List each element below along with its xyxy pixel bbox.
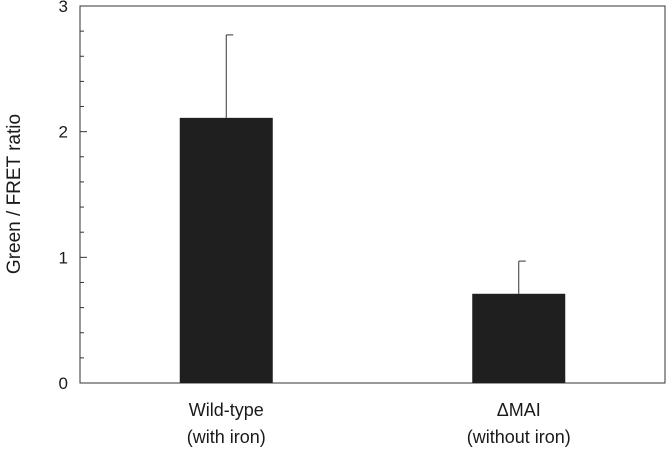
x-category-label: (without iron) — [467, 427, 571, 447]
x-category-label: Wild-type — [189, 400, 264, 420]
y-axis-title: Green / FRET ratio — [4, 114, 25, 274]
x-axis-category-labels: Wild-type (with iron) ΔMAI (without iron) — [187, 400, 571, 447]
bar — [472, 293, 566, 383]
bars — [179, 117, 566, 384]
bar — [179, 117, 273, 384]
y-tick-label: 2 — [59, 123, 68, 142]
y-tick-label: 0 — [59, 374, 68, 393]
error-bars — [225, 34, 526, 294]
y-axis-tick-labels: 0 1 2 3 — [59, 0, 68, 393]
x-category-label: ΔMAI — [497, 400, 541, 420]
x-category-label: (with iron) — [187, 427, 266, 447]
plot-frame — [79, 5, 666, 384]
y-axis-ticks — [80, 5, 87, 384]
y-tick-label: 1 — [59, 248, 68, 267]
y-tick-label: 3 — [59, 0, 68, 16]
